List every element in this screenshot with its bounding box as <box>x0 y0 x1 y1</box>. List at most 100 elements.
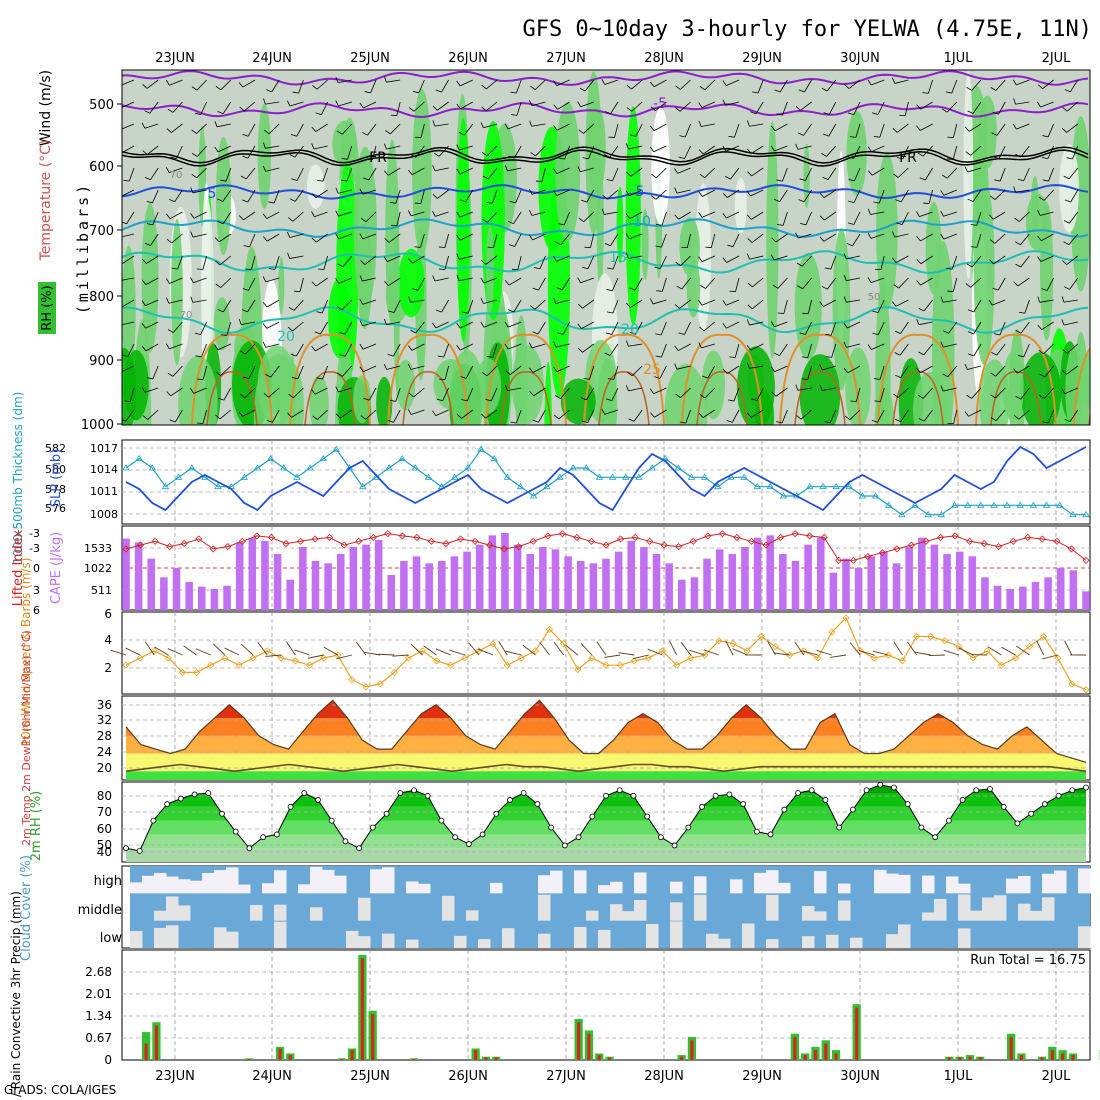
wind-barb-flag <box>214 121 218 127</box>
wind-barb-flag <box>339 353 346 357</box>
wind-barb-flag <box>821 152 827 157</box>
isotherm-hump <box>583 333 665 425</box>
rh2m-line-marker <box>191 791 198 798</box>
wind-barb <box>171 233 183 244</box>
wind-barb <box>516 101 522 116</box>
wind-barb-flag <box>311 211 315 217</box>
wind-barb-flag <box>606 179 613 182</box>
wind-barb-flag <box>480 321 485 328</box>
wind-barb <box>611 321 619 335</box>
wind-barb-flag <box>118 367 121 372</box>
wind-barb <box>1039 211 1054 216</box>
wind-barb-flag <box>874 400 881 402</box>
wind10m-barb <box>703 649 720 656</box>
wind-barb-flag <box>220 334 227 336</box>
wind-barb-flag <box>337 263 344 268</box>
wind-barb <box>798 233 812 239</box>
wind-barb-flag <box>287 231 291 238</box>
wind-barb-flag <box>747 120 750 127</box>
thickness-line-marker <box>1016 501 1024 508</box>
wind-barb <box>555 299 570 304</box>
wind-barb <box>386 321 401 325</box>
wind-barb <box>1017 365 1030 374</box>
wind-barb <box>751 233 764 243</box>
wind-barb <box>870 277 885 284</box>
wind10m-barb <box>449 649 465 656</box>
wind-barb-flag <box>410 154 417 158</box>
rh-blob <box>122 245 136 374</box>
precip-conv-bar <box>340 1059 344 1060</box>
wind-barb-flag <box>750 111 756 115</box>
wind-barb <box>293 299 304 311</box>
precip-conv-bar <box>484 1057 488 1060</box>
wind-barb <box>296 123 304 137</box>
thickness-line-marker <box>1082 510 1090 518</box>
precip-conv-bar <box>803 1055 807 1060</box>
wind-barb <box>1069 277 1079 290</box>
wind-barb-flag <box>751 398 758 401</box>
wind-barb-flag <box>141 323 146 329</box>
wind-barb <box>388 277 401 286</box>
wind-barb <box>556 123 570 131</box>
wind-barb <box>196 79 207 91</box>
wind-barb-flag <box>795 232 799 239</box>
wind-barb <box>943 189 957 196</box>
wind-barb <box>483 277 498 284</box>
date-label-top: 27JUN <box>546 51 586 66</box>
wind10m-line-marker <box>757 632 765 641</box>
cloud-gap <box>958 928 971 948</box>
wind-barb <box>946 167 958 179</box>
wind-barb-flag <box>747 238 753 243</box>
rh-blob <box>876 152 898 310</box>
wind-barb-flag <box>916 318 920 325</box>
rh2m-line-marker <box>328 817 335 824</box>
wind-barb <box>1066 101 1079 112</box>
wind-barb <box>217 343 231 351</box>
wind-barb <box>242 79 256 88</box>
wind-barb <box>459 255 473 260</box>
wind-barb <box>171 123 183 133</box>
ylabel-cape: CAPE (J/kg) <box>49 532 64 604</box>
wind-barb <box>386 79 401 83</box>
thickness-line-marker <box>490 454 498 462</box>
wind-barb-flag <box>311 345 316 352</box>
rh2m-line-marker <box>1083 784 1089 791</box>
wind-barb-flag <box>626 340 629 347</box>
wind10m-barb <box>323 646 338 656</box>
wind-barb <box>219 409 232 420</box>
wind-barb-flag <box>242 133 249 137</box>
isotherm-label: FR <box>899 150 917 166</box>
wind-barb <box>661 211 667 226</box>
wind-barb-flag <box>291 377 298 380</box>
wind-barb <box>321 299 328 314</box>
wind-barb <box>846 343 861 348</box>
tick-label: 1008 <box>90 508 118 521</box>
date-label-bottom: 27JUN <box>546 1069 586 1084</box>
wind10m-line-marker <box>136 654 144 662</box>
wind-barb-flag <box>142 258 147 264</box>
lifted-index-line-marker <box>180 539 188 548</box>
date-label-bottom: 29JUN <box>742 1069 782 1084</box>
wind-barb-flag <box>118 124 121 129</box>
wind10m-line-marker <box>729 640 737 648</box>
lifted-index-line-marker <box>296 537 305 545</box>
wind-barb <box>507 167 522 172</box>
lifted-index-line-marker <box>689 537 697 545</box>
wind-barb-flag <box>243 245 250 248</box>
cape-bar <box>1031 582 1040 610</box>
wind-barb <box>316 79 328 90</box>
wind-barb <box>822 365 836 371</box>
wind-barb-flag <box>777 312 784 314</box>
wind10m-barb <box>364 651 381 656</box>
wind-barb-flag <box>387 353 394 357</box>
wind-barb-flag <box>1013 186 1016 193</box>
wind10m-line-marker <box>673 661 681 669</box>
wind-barb-flag <box>728 135 735 138</box>
wind-barb-flag <box>722 299 727 306</box>
lower-axis-labels: 1000-500mb Thickness (dm) SLP (mb) Lifte… <box>9 392 64 1100</box>
wind-barb <box>920 277 933 286</box>
lifted-index-line-marker <box>355 537 363 545</box>
wind-barb <box>920 365 933 374</box>
wind-barb <box>344 343 353 357</box>
wind-barb <box>315 277 328 287</box>
